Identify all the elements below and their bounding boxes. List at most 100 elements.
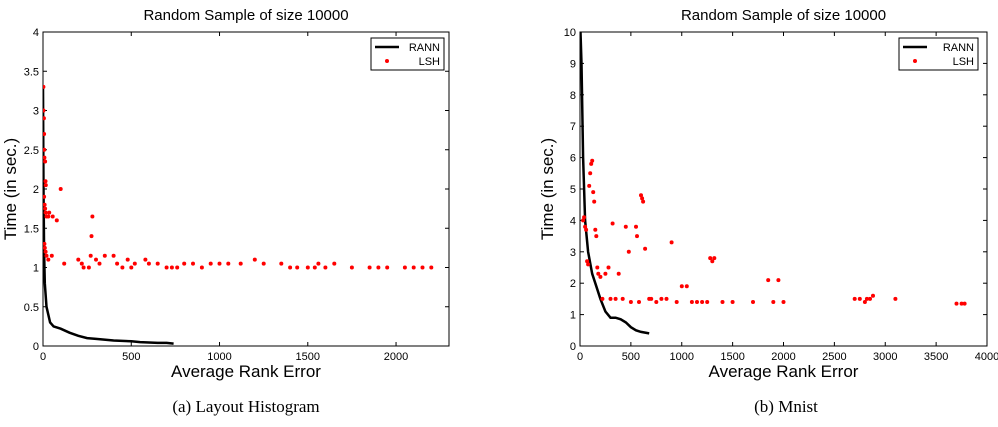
data-point-lsh [88, 253, 93, 258]
data-point-lsh [643, 246, 648, 251]
y-tick-label: 3 [570, 247, 576, 259]
data-point-lsh [47, 210, 52, 215]
x-tick-label: 500 [122, 351, 140, 363]
data-point-lsh [659, 296, 664, 301]
data-point-lsh [584, 227, 589, 232]
data-point-lsh [43, 210, 48, 215]
data-point-lsh [594, 234, 599, 239]
x-tick-label: 1500 [296, 351, 320, 363]
legend-label-rann: RANN [409, 42, 440, 54]
data-point-lsh [589, 161, 594, 166]
data-point-lsh [857, 296, 862, 301]
y-tick-label: 2 [33, 184, 39, 196]
data-point-lsh [81, 265, 86, 270]
data-point-lsh [610, 221, 615, 226]
data-point-lsh [626, 249, 631, 254]
y-tick-label: 9 [570, 58, 576, 70]
data-point-lsh [43, 245, 47, 250]
data-point-lsh [595, 265, 600, 270]
data-point-lsh [146, 261, 151, 266]
y-tick-label: 3 [33, 106, 39, 118]
data-point-lsh [43, 202, 47, 207]
y-tick-label: 3.5 [24, 66, 39, 78]
x-tick-label: 1000 [670, 351, 694, 363]
data-point-lsh [689, 300, 694, 304]
x-tick-label: 2500 [822, 351, 846, 363]
data-point-lsh [695, 300, 699, 304]
data-point-lsh [129, 265, 134, 270]
data-point-lsh [43, 116, 46, 121]
data-point-lsh [598, 274, 603, 279]
legend-swatch-lsh [385, 59, 389, 63]
legend-label-lsh: LSH [419, 56, 440, 68]
data-point-lsh [640, 196, 645, 201]
data-point-lsh [603, 271, 608, 276]
data-point-lsh [590, 158, 595, 163]
data-point-lsh [79, 261, 84, 266]
x-tick-label: 4000 [975, 351, 998, 363]
data-point-lsh [43, 241, 47, 246]
data-point-lsh [684, 284, 689, 289]
data-point-lsh [97, 261, 102, 266]
chart-title: Random Sample of size 10000 [681, 7, 886, 24]
x-tick-label: 0 [40, 351, 46, 363]
data-point-lsh [43, 183, 48, 188]
data-point-lsh [730, 300, 735, 304]
data-point-lsh [586, 262, 591, 267]
data-point-lsh [376, 265, 381, 270]
data-point-lsh [252, 257, 257, 262]
data-point-lsh [43, 249, 48, 254]
y-tick-label: 0.5 [24, 302, 39, 314]
y-axis-label: Time (in sec.) [538, 138, 557, 240]
data-point-lsh [43, 159, 48, 164]
data-point-lsh [43, 155, 47, 160]
data-point-lsh [954, 301, 959, 306]
data-point-lsh [238, 261, 243, 266]
data-point-lsh [708, 256, 713, 261]
data-point-lsh [385, 265, 390, 270]
y-tick-label: 0 [33, 341, 39, 353]
data-point-lsh [43, 194, 47, 199]
legend-label-lsh: LSH [953, 56, 974, 68]
data-point-lsh [862, 300, 867, 304]
data-point-lsh [429, 265, 434, 270]
y-tick-label: 2 [570, 278, 576, 290]
plot-area [43, 84, 434, 345]
y-tick-label: 10 [564, 27, 576, 39]
data-point-lsh [600, 296, 605, 301]
data-point-lsh [634, 224, 638, 229]
chart-panel-0: 0 500 1000 1500 2000 0 0.5 1 1.5 2 2.5 3 3.5 4 Random … [1, 7, 450, 416]
plot-area [580, 32, 967, 335]
legend-label-rann: RANN [943, 42, 974, 54]
data-point-lsh [115, 261, 120, 266]
data-point-lsh [349, 265, 354, 270]
data-point-lsh [893, 296, 898, 301]
data-point-lsh [102, 253, 107, 258]
series-line-rann [580, 32, 650, 335]
data-point-lsh [367, 265, 372, 270]
data-point-lsh [43, 179, 48, 184]
data-point-lsh [50, 214, 55, 219]
legend-box [898, 37, 979, 71]
data-point-lsh [613, 296, 618, 301]
data-point-lsh [261, 261, 266, 266]
data-point-lsh [191, 261, 195, 266]
data-point-lsh [608, 296, 613, 301]
data-point-lsh [593, 227, 598, 232]
data-point-lsh [43, 147, 47, 152]
data-point-lsh [776, 278, 781, 283]
data-point-lsh [587, 183, 592, 188]
data-point-lsh [592, 199, 597, 204]
data-point-lsh [288, 265, 293, 270]
data-point-lsh [94, 257, 98, 262]
data-point-lsh [279, 261, 284, 266]
y-tick-label: 7 [570, 121, 576, 133]
data-point-lsh [606, 265, 611, 270]
data-point-lsh [712, 256, 717, 261]
x-tick-label: 3500 [924, 351, 948, 363]
data-point-lsh [89, 234, 94, 239]
y-tick-label: 6 [570, 153, 576, 165]
data-point-lsh [111, 253, 116, 258]
data-point-lsh [411, 265, 416, 270]
